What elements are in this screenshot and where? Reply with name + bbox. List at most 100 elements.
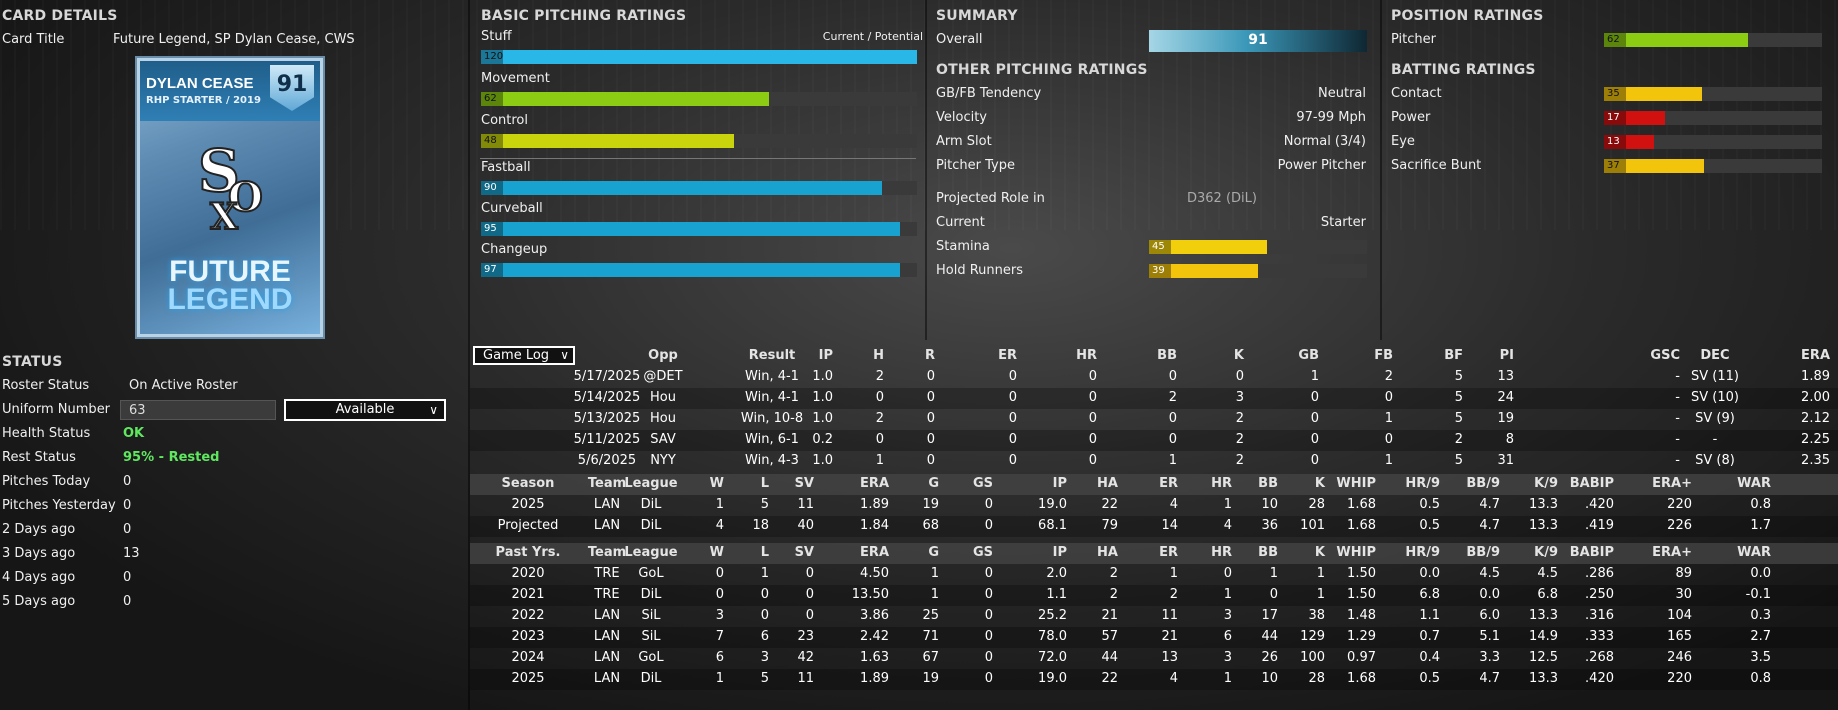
season-header-cell: SV <box>794 476 814 491</box>
past-years-cell: 2 <box>1169 587 1178 602</box>
batting-bar: 17 <box>1604 111 1822 125</box>
past-years-cell: 3.86 <box>860 608 889 623</box>
pitch-rating-label: Changeup <box>481 242 548 257</box>
game-log-cell: 0 <box>1384 390 1393 405</box>
past-years-cell: 100 <box>1300 650 1325 665</box>
game-log-cell: 2 <box>875 411 884 426</box>
season-cell: 5 <box>760 497 769 512</box>
season-header-cell: L <box>760 476 769 491</box>
svg-text:X: X <box>210 196 238 231</box>
season-header: Season Team League W L SV ERA G GS IP HA ER HR BB K WHI… <box>470 474 1838 495</box>
availability-dropdown[interactable]: Available ∨ <box>284 399 446 421</box>
past-years-cell: 1.68 <box>1347 671 1376 686</box>
past-years-cell: 89 <box>1675 566 1692 581</box>
game-log-cell: 5/6/2025 <box>577 453 637 468</box>
past-years-cell: 25 <box>922 608 939 623</box>
season-cell: DiL <box>640 497 662 512</box>
game-log-cell: Win, 6-1 <box>745 432 799 447</box>
pitch-count-label: 5 Days ago <box>2 594 76 609</box>
past-years-cell: 4 <box>1169 671 1178 686</box>
game-log-cell: 0 <box>926 432 935 447</box>
past-years-cell: .268 <box>1585 650 1614 665</box>
past-years-cell: 0.8 <box>1750 671 1771 686</box>
season-header-cell: ERA+ <box>1652 476 1692 491</box>
past-years-header-cell: HA <box>1097 545 1118 560</box>
game-log-cell: 5 <box>1454 369 1463 384</box>
position-bar-value: 62 <box>1604 33 1626 47</box>
game-log-dropdown[interactable]: Game Log ∨ <box>473 346 575 365</box>
past-years-cell: 13.50 <box>851 587 889 602</box>
game-log-cell: 5/14/2025 <box>573 390 641 405</box>
game-log-cell: 1.0 <box>812 390 833 405</box>
past-years-cell: 13.3 <box>1529 608 1558 623</box>
overall-bar: 91 <box>1149 30 1367 52</box>
basic-rating-bar: 120 <box>481 50 917 64</box>
season-cell: 1 <box>1223 497 1232 512</box>
game-log-row: 5/11/2025 SAV Win, 6-1 0.2 0 0 0 0 0 2 0 0 2 8 - - 2.25 <box>470 430 1838 451</box>
past-years-header-cell: BB/9 <box>1466 545 1500 560</box>
past-years-cell: 0.0 <box>1419 566 1440 581</box>
past-years-cell: 1.29 <box>1347 629 1376 644</box>
panel-divider <box>468 0 470 710</box>
past-years-cell: 2023 <box>511 629 545 644</box>
game-log-cell: 1.0 <box>812 411 833 426</box>
past-years-cell: LAN <box>593 629 621 644</box>
season-cell: 22 <box>1101 497 1118 512</box>
game-log-cell: - <box>1675 411 1680 426</box>
past-years-cell: 3 <box>715 608 724 623</box>
past-years-cell: 71 <box>922 629 939 644</box>
pitch-count-label: Pitches Yesterday <box>2 498 116 513</box>
past-years-cell: 78.0 <box>1038 629 1067 644</box>
game-log-cell: 0 <box>1008 432 1017 447</box>
game-log-header-cell: FB <box>1374 348 1393 363</box>
batting-bar: 13 <box>1604 135 1822 149</box>
game-log-cell: 2 <box>1235 453 1244 468</box>
game-log-header-cell: ERA <box>1801 348 1830 363</box>
game-log-cell: 0 <box>1088 432 1097 447</box>
position-ratings-panel: POSITION RATINGS Pitcher 62 BATTING RATIN… <box>1391 0 1831 300</box>
player-card[interactable]: DYLAN CEASE RHP STARTER / 2019 91 S O X … <box>137 58 323 337</box>
past-years-cell: -0.1 <box>1745 587 1771 602</box>
game-log-header-cell: Result <box>748 348 796 363</box>
past-years-cell: 0.4 <box>1419 650 1440 665</box>
season-header-cell: HR <box>1211 476 1232 491</box>
past-years-cell: 0 <box>1223 566 1232 581</box>
past-years-header-cell: Team <box>587 545 627 560</box>
game-log-cell: 0 <box>1168 369 1177 384</box>
past-years-cell: 0.97 <box>1347 650 1376 665</box>
season-cell: 68.1 <box>1038 518 1067 533</box>
game-log-cell: Hou <box>650 390 676 405</box>
batting-rating-label: Eye <box>1391 134 1415 149</box>
pitch-count-value: 0 <box>123 522 132 537</box>
game-log-cell: SV (11) <box>1691 369 1739 384</box>
past-years-cell: 1 <box>1269 566 1278 581</box>
season-cell: 1 <box>715 497 724 512</box>
past-years-cell: .316 <box>1585 608 1614 623</box>
game-log-cell: 24 <box>1497 390 1514 405</box>
past-years-cell: 12.5 <box>1529 650 1558 665</box>
game-log-cell: 0 <box>926 453 935 468</box>
game-log-cell: 0 <box>1310 453 1319 468</box>
past-years-cell: 23 <box>797 629 814 644</box>
season-header-cell: Season <box>501 476 555 491</box>
season-cell: 0 <box>984 497 993 512</box>
season-cell: 1.7 <box>1750 518 1771 533</box>
season-header-cell: HA <box>1097 476 1118 491</box>
basic-rating-label: Control <box>481 113 528 128</box>
status-panel: STATUS Roster Status On Active Roster Un… <box>0 345 468 710</box>
rest-status-value: 95% - Rested <box>123 450 220 465</box>
game-log-cell: 5 <box>1454 411 1463 426</box>
past-years-header-cell: GS <box>972 545 993 560</box>
availability-value: Available <box>335 402 395 417</box>
season-cell: DiL <box>640 518 662 533</box>
past-years-cell: 2 <box>1109 587 1118 602</box>
game-log-cell: 8 <box>1505 432 1514 447</box>
past-years-header-cell: HR/9 <box>1405 545 1440 560</box>
past-years-cell: LAN <box>593 650 621 665</box>
past-years-cell: 0.0 <box>1479 587 1500 602</box>
game-log-cell: 0 <box>1088 390 1097 405</box>
past-years-header-cell: Past Yrs. <box>495 545 561 560</box>
batting-bar: 35 <box>1604 87 1822 101</box>
uniform-number-field[interactable]: 63 <box>120 400 276 420</box>
